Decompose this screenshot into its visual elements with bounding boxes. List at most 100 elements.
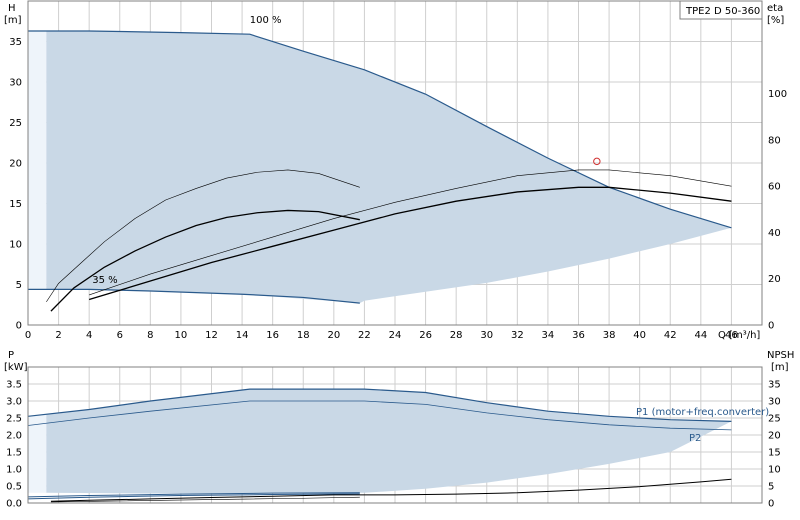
top-x-tick-label: 16 <box>266 330 279 341</box>
top-x-tick-label: 38 <box>603 330 616 341</box>
bottom-y-tick-label: 1.5 <box>6 448 22 459</box>
bottom-plot-frame <box>27 366 763 504</box>
top-x-tick-label: 28 <box>450 330 463 341</box>
top-y2-tick-label: 100 <box>768 89 787 100</box>
top-y-axis-unit: [m] <box>4 15 22 26</box>
top-x-tick-label: 22 <box>358 330 371 341</box>
speed-annotation: 100 % <box>250 15 282 26</box>
bottom-y2-tick-label: 5 <box>768 482 774 493</box>
top-operating-region <box>28 30 732 304</box>
top-x-tick-label: 34 <box>542 330 555 341</box>
top-y-tick-label: 10 <box>9 240 22 251</box>
top-x-tick-label: 44 <box>694 330 707 341</box>
bottom-series-label: P1 (motor+freq.converter) <box>636 407 769 418</box>
bottom-y-tick-label: 2.0 <box>6 431 22 442</box>
top-series-line-3 <box>50 209 360 312</box>
bottom-y2-tick-label: 30 <box>768 397 781 408</box>
top-y2-tick-label: 60 <box>768 182 781 193</box>
bottom-y-tick-label: 0.5 <box>6 482 22 493</box>
bottom-y-tick-labels: 0.0 0.5 1.0 1.5 2.0 2.5 3.0 3.5 <box>6 380 22 510</box>
top-y2-tick-label: 0 <box>768 321 774 332</box>
top-low-flow-band <box>28 30 47 290</box>
bottom-power-area <box>46 389 732 494</box>
bottom-y2-tick-label: 15 <box>768 448 781 459</box>
top-y-tick-label: 35 <box>9 37 22 48</box>
bottom-y2-tick-label: 0 <box>768 499 774 510</box>
top-x-tick-label: 12 <box>205 330 218 341</box>
bottom-power-region <box>28 389 732 494</box>
bottom-y2-tick-label: 20 <box>768 431 781 442</box>
top-x-tick-label: 24 <box>389 330 402 341</box>
bottom-y2-tick-label: 35 <box>768 380 781 391</box>
top-y2-tick-label: 40 <box>768 228 781 239</box>
top-x-tick-label: 0 <box>25 330 31 341</box>
top-x-tick-label: 18 <box>297 330 310 341</box>
bottom-y2-tick-labels: 0 5 10 15 20 25 30 35 <box>768 380 781 510</box>
bottom-series-line-3 <box>27 493 360 500</box>
bottom-series-group <box>27 388 732 503</box>
top-series-line-0 <box>28 30 732 229</box>
chart-title: TPE2 D 50-360 <box>685 6 760 17</box>
top-x-tick-label: 30 <box>480 330 493 341</box>
bottom-y-tick-label: 3.0 <box>6 397 22 408</box>
top-x-tick-label: 32 <box>511 330 524 341</box>
top-x-tick-label: 10 <box>175 330 188 341</box>
top-series-group <box>28 30 732 312</box>
bottom-y-tick-label: 1.0 <box>6 465 22 476</box>
top-operating-area <box>46 30 732 304</box>
bottom-y2-tick-label: 10 <box>768 465 781 476</box>
power-npsh-panel: 0.00.51.01.52.02.53.03.5 05101520253035 … <box>4 350 794 510</box>
top-y2-axis-unit: [%] <box>767 15 784 26</box>
speed-annotation: 35 % <box>92 275 117 286</box>
bottom-low-flow-band <box>28 413 47 493</box>
top-x-axis-label: Q [m³/h] <box>718 330 760 341</box>
top-y-axis-label: H <box>8 3 16 14</box>
top-y2-tick-label: 20 <box>768 274 781 285</box>
bottom-series-line-2 <box>27 492 360 498</box>
bottom-series-line-5 <box>50 496 360 503</box>
top-y-tick-label: 15 <box>9 199 22 210</box>
top-y-tick-label: 25 <box>9 118 22 129</box>
bottom-series-labels: P1 (motor+freq.converter) P2 <box>636 407 769 444</box>
top-y-tick-label: 30 <box>9 78 22 89</box>
top-series-line-1 <box>28 288 360 304</box>
top-series-line-5 <box>88 186 732 301</box>
top-y-tick-label: 0 <box>16 321 22 332</box>
bottom-series-label: P2 <box>689 433 701 444</box>
top-x-tick-label: 6 <box>117 330 123 341</box>
chart-title-box: TPE2 D 50-360 <box>679 0 763 20</box>
top-y-tick-label: 5 <box>16 280 22 291</box>
bottom-y-axis-unit: [kW] <box>4 362 28 373</box>
top-x-tick-label: 42 <box>664 330 677 341</box>
duty-point-marker <box>593 157 601 166</box>
top-x-tick-label: 20 <box>327 330 340 341</box>
top-plot-frame <box>27 0 763 326</box>
bottom-series-line-0 <box>27 388 732 422</box>
bottom-y-axis-label: P <box>8 350 14 361</box>
bottom-y-tick-label: 0.0 <box>6 499 22 510</box>
top-x-tick-label: 4 <box>86 330 92 341</box>
top-y2-tick-labels: 0 20 40 60 80 100 <box>768 89 787 331</box>
top-x-tick-label: 2 <box>55 330 61 341</box>
top-y-tick-label: 20 <box>9 159 22 170</box>
top-x-tick-label: 46 <box>725 330 738 341</box>
bottom-y2-tick-label: 25 <box>768 414 781 425</box>
top-y2-tick-label: 80 <box>768 135 781 146</box>
top-annotations: 100 % 35 % <box>92 15 281 286</box>
top-x-tick-label: 40 <box>633 330 646 341</box>
top-y2-axis-label: eta <box>767 3 783 14</box>
top-x-tick-label: 36 <box>572 330 585 341</box>
bottom-y2-axis-label: NPSH <box>767 350 794 361</box>
top-series-line-4 <box>89 169 732 296</box>
top-x-tick-label: 8 <box>147 330 153 341</box>
bottom-series-line-1 <box>27 400 732 431</box>
top-x-tick-label: 14 <box>236 330 249 341</box>
top-series-line-2 <box>46 169 360 303</box>
bottom-y2-axis-unit: [m] <box>771 362 789 373</box>
bottom-y-tick-label: 3.5 <box>6 380 22 391</box>
head-efficiency-panel: 0 2 4 6 8 10 12 14 16 18 20 22 24 26 28 30 32 34 36 38 40 42 4… <box>4 0 787 341</box>
top-x-tick-labels: 0 2 4 6 8 10 12 14 16 18 20 22 24 26 28 30 32 34 36 38 40 42 4… <box>25 330 738 341</box>
top-y-tick-labels: 0 5 10 15 20 25 30 35 <box>9 37 22 332</box>
bottom-y-tick-label: 2.5 <box>6 414 22 425</box>
